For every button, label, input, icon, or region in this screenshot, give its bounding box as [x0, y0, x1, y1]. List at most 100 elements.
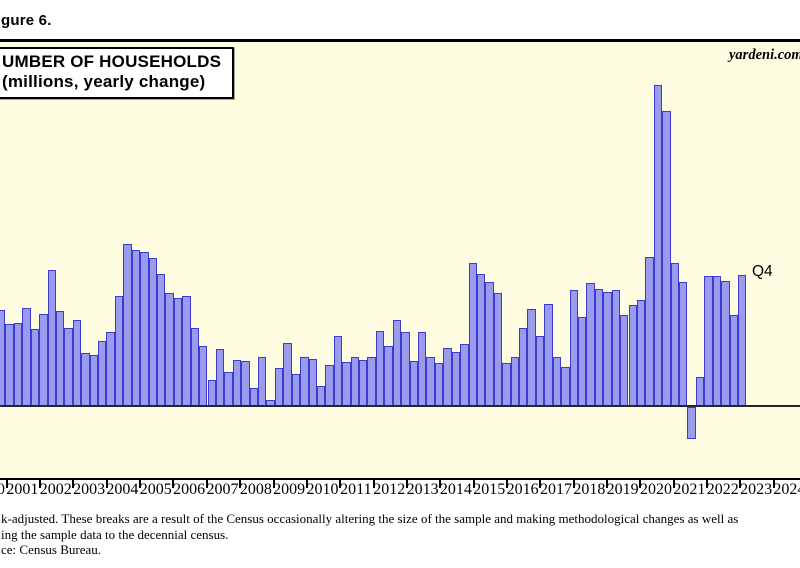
- bar: [662, 111, 671, 407]
- bar: [140, 251, 149, 407]
- chart-plot-area: UMBER OF HOUSEHOLDS (millions, yearly ch…: [0, 39, 800, 480]
- bar: [434, 363, 444, 407]
- bar: [561, 367, 570, 407]
- x-axis-year-label: 2018: [573, 481, 606, 498]
- bar: [611, 290, 621, 407]
- x-axis-year-label: 2006: [173, 481, 206, 498]
- bar: [199, 346, 208, 407]
- x-axis-year-label: 2007: [206, 481, 239, 498]
- bar: [89, 355, 99, 407]
- bar: [552, 356, 562, 407]
- x-axis-year-label: 2022: [706, 481, 739, 498]
- bar: [493, 292, 503, 407]
- bar: [30, 328, 40, 407]
- bar: [704, 275, 713, 407]
- bar-series-container: [0, 42, 800, 478]
- bar: [342, 362, 351, 407]
- x-axis-year-label: 2010: [306, 481, 339, 498]
- bar: [13, 323, 23, 407]
- x-axis-year-label: 2016: [506, 481, 539, 498]
- bar: [241, 360, 250, 407]
- footnote-line1: k-adjusted. These breaks are a result of…: [1, 511, 739, 526]
- x-axis-year-label: 2013: [406, 481, 439, 498]
- bar: [308, 359, 317, 407]
- bar: [426, 356, 435, 407]
- bar: [544, 303, 553, 407]
- x-axis-tick: [305, 480, 308, 488]
- bar: [670, 263, 679, 407]
- bar: [485, 282, 494, 407]
- bar: [156, 274, 166, 407]
- bar: [628, 304, 637, 407]
- x-axis-tick: [772, 480, 775, 488]
- bar: [653, 84, 663, 407]
- x-axis-year-label: 2000: [0, 481, 6, 498]
- bar: [55, 311, 65, 407]
- x-axis-tick: [372, 480, 375, 488]
- x-axis-year-label: 2014: [439, 481, 472, 498]
- x-axis-year-label: 2003: [73, 481, 106, 498]
- bar: [451, 351, 461, 407]
- zero-baseline: [0, 404, 800, 407]
- bar: [165, 292, 174, 407]
- bar: [384, 346, 393, 407]
- bar: [712, 275, 722, 407]
- bar: [215, 348, 225, 407]
- bar: [325, 364, 334, 407]
- bar: [721, 280, 730, 407]
- bar: [274, 367, 284, 407]
- bar: [283, 343, 292, 407]
- x-axis-tick: [539, 480, 542, 488]
- x-axis-year-label: 2009: [273, 481, 306, 498]
- bar: [300, 356, 309, 407]
- x-axis-tick: [39, 480, 42, 488]
- x-axis: 2000200120022003200420052006200720082009…: [0, 480, 800, 510]
- bar: [401, 331, 410, 407]
- bar: [502, 363, 511, 407]
- bar: [636, 299, 646, 407]
- x-axis-tick: [672, 480, 675, 488]
- x-axis-tick: [5, 480, 8, 488]
- bar: [510, 356, 520, 407]
- bar: [645, 256, 654, 407]
- x-axis-year-label: 2019: [606, 481, 639, 498]
- bar: [367, 356, 376, 407]
- bar: [72, 319, 82, 407]
- bar: [460, 343, 469, 407]
- bar: [359, 359, 368, 407]
- bar: [148, 258, 157, 407]
- bar: [729, 315, 738, 407]
- chart-title-line1: UMBER OF HOUSEHOLDS: [2, 52, 222, 71]
- x-axis-tick: [572, 480, 575, 488]
- bar: [316, 386, 326, 407]
- x-axis-tick: [172, 480, 175, 488]
- x-axis-tick: [272, 480, 275, 488]
- bar: [350, 356, 360, 407]
- yardeni-watermark: yardeni.com: [729, 47, 800, 63]
- bar: [173, 298, 183, 407]
- x-axis-year-label: 2021: [673, 481, 706, 498]
- x-axis-tick: [439, 480, 442, 488]
- bar: [106, 331, 115, 407]
- bar: [5, 323, 14, 407]
- bar: [409, 360, 418, 407]
- bar: [392, 319, 402, 407]
- bar: [64, 327, 73, 407]
- x-axis-tick: [606, 480, 608, 488]
- bar: [468, 263, 477, 407]
- figure-label: gure 6.: [1, 12, 52, 29]
- x-axis-tick: [239, 480, 242, 488]
- bar: [620, 315, 629, 407]
- x-axis-year-label: 2012: [373, 481, 406, 498]
- footnote: k-adjusted. These breaks are a result of…: [1, 511, 800, 558]
- bar: [81, 352, 90, 407]
- x-axis-year-label: 2005: [139, 481, 172, 498]
- bar: [679, 282, 688, 407]
- x-axis-tick: [706, 480, 709, 488]
- bar: [375, 331, 385, 407]
- bar: [443, 347, 452, 407]
- bar: [527, 308, 536, 407]
- x-axis-year-label: 2004: [106, 481, 139, 498]
- bar: [603, 291, 612, 407]
- bar: [224, 371, 233, 407]
